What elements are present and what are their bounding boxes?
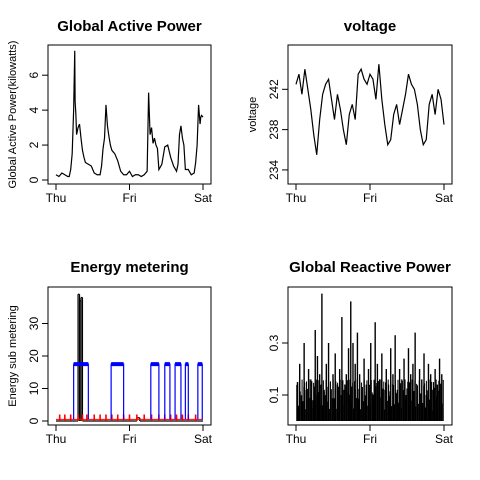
y-tick-label: 0.3 xyxy=(267,334,281,351)
x-tick-label: Fri xyxy=(363,191,377,205)
y-tick-label: 234 xyxy=(267,160,281,180)
y-tick-label: 20 xyxy=(27,349,41,363)
y-tick-label: 242 xyxy=(267,79,281,99)
sub-metering-3-level xyxy=(73,362,89,367)
sub-metering-3-block xyxy=(150,363,160,420)
y-axis-label: Global Active Power(kilowatts) xyxy=(7,41,19,189)
sub-metering-3-block xyxy=(110,363,125,420)
x-tick-label: Sat xyxy=(435,191,454,205)
chart-title: Global Active Power xyxy=(57,18,202,35)
x-tick-label: Thu xyxy=(286,432,307,446)
sub-metering-3-block xyxy=(184,363,189,420)
sub-metering-3-level xyxy=(150,362,159,367)
y-tick-label: 0 xyxy=(27,176,41,183)
y-axis-label: voltage xyxy=(247,97,259,132)
chart-panel-1: Global Active Power Global Active Power(k… xyxy=(7,18,213,205)
sub-metering-3-level xyxy=(111,362,124,367)
y-tick-label: 4 xyxy=(27,106,41,113)
y-tick-label: 30 xyxy=(27,317,41,331)
x-tick-label: Thu xyxy=(46,191,67,205)
chart-title: Energy metering xyxy=(70,259,188,276)
sub-metering-3-level xyxy=(185,362,189,367)
x-tick-label: Fri xyxy=(363,432,377,446)
y-tick-label: 10 xyxy=(27,382,41,396)
x-tick-label: Sat xyxy=(435,432,454,446)
plot-frame xyxy=(287,44,453,185)
y-tick-label: 6 xyxy=(27,72,41,79)
sub-metering-3-block xyxy=(164,363,171,420)
y-tick-label: 2 xyxy=(27,141,41,148)
y-tick-label: 0 xyxy=(27,417,41,424)
chart-panel-4: Global Reactive Power Thu Fri Sat 0.1 0.3 xyxy=(267,259,454,446)
chart-title: Global Reactive Power xyxy=(289,259,451,276)
plot-frame xyxy=(47,44,212,185)
x-tick-label: Fri xyxy=(123,191,137,205)
x-tick-label: Sat xyxy=(194,432,213,446)
chart-title: voltage xyxy=(344,18,397,35)
series-line-0 xyxy=(55,50,204,178)
sub-metering-3-block xyxy=(197,363,203,420)
x-tick-label: Fri xyxy=(123,432,137,446)
x-tick-label: Thu xyxy=(46,432,67,446)
y-tick-label: 0.1 xyxy=(267,386,281,403)
y-tick-label: 238 xyxy=(267,119,281,139)
chart-panel-2: voltage voltage Thu Fri Sat 234 238 242 xyxy=(247,18,454,205)
sub-metering-3-block xyxy=(174,363,182,420)
x-tick-label: Thu xyxy=(286,191,307,205)
chart-panel-3: Energy metering Energy sub metering Thu Fri… xyxy=(7,259,213,446)
series-line-0 xyxy=(295,64,445,155)
y-axis-label: Energy sub metering xyxy=(7,305,19,407)
sub-metering-3-level xyxy=(164,362,170,367)
plot-frame xyxy=(47,286,212,426)
sub-metering-3-level xyxy=(175,362,181,367)
sub-metering-3-level xyxy=(197,362,203,367)
x-tick-label: Sat xyxy=(194,191,213,205)
